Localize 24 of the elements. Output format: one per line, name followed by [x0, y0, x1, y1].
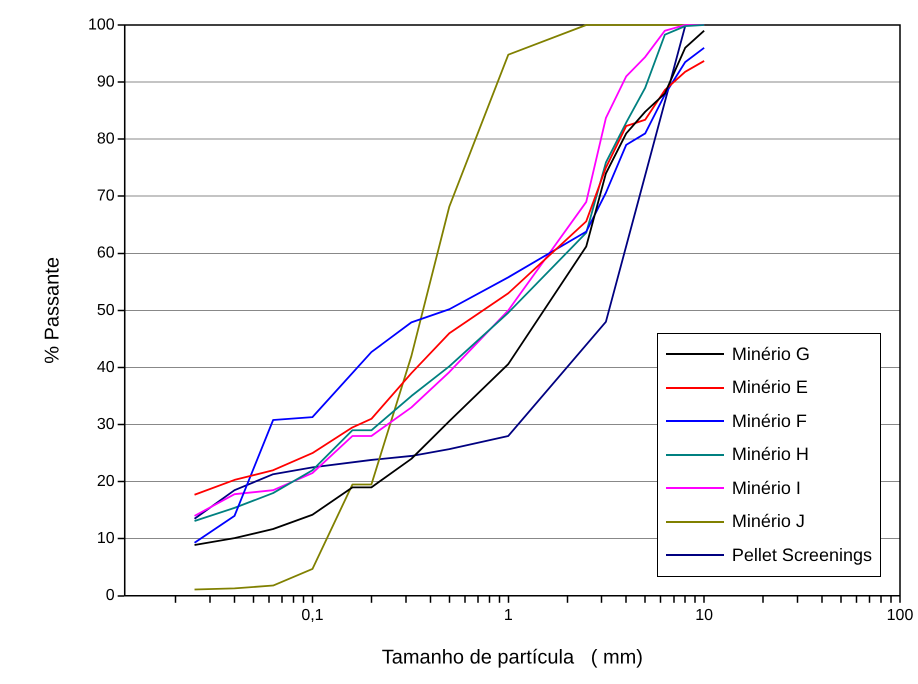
- y-tick-label: 50: [96, 302, 115, 319]
- y-axis-title: % Passante: [42, 257, 64, 364]
- legend-label: Minério F: [732, 410, 807, 432]
- x-tick-label: 100: [886, 606, 914, 624]
- x-axis-title: Tamanho de partícula ( mm): [382, 646, 643, 669]
- legend-label: Minério E: [732, 377, 808, 398]
- y-tick-label: 80: [96, 130, 115, 148]
- x-tick-label: 10: [695, 606, 714, 624]
- y-tick-label: 60: [96, 244, 115, 262]
- y-tick-label: 90: [96, 73, 115, 90]
- y-tick-label: 100: [88, 16, 115, 34]
- y-tick-label: 20: [96, 473, 115, 490]
- y-tick-label: 70: [96, 188, 115, 205]
- y-tick-label: 40: [96, 358, 115, 376]
- x-tick-label: 0,1: [301, 606, 324, 624]
- y-tick-label: 0: [106, 587, 115, 604]
- y-tick-label: 10: [96, 530, 115, 548]
- legend-label: Minério I: [732, 478, 801, 499]
- y-tick-label: 30: [96, 416, 115, 433]
- legend-label: Pellet Screenings: [732, 544, 872, 566]
- legend-label: Minério J: [732, 511, 805, 532]
- x-tick-label: 1: [504, 606, 513, 624]
- legend-label: Minério H: [732, 444, 809, 466]
- legend-label: Minério G: [732, 344, 810, 365]
